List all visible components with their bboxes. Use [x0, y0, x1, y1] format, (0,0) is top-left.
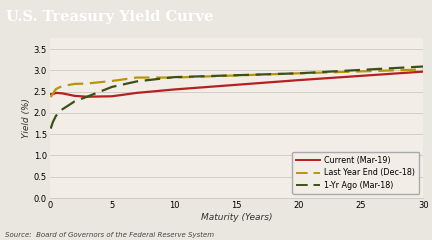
Text: U.S. Treasury Yield Curve: U.S. Treasury Yield Curve	[6, 10, 213, 24]
Y-axis label: Yield (%): Yield (%)	[22, 98, 31, 138]
Text: Source:  Board of Governors of the Federal Reserve System: Source: Board of Governors of the Federa…	[5, 232, 214, 238]
X-axis label: Maturity (Years): Maturity (Years)	[201, 213, 272, 222]
Legend: Current (Mar-19), Last Year End (Dec-18), 1-Yr Ago (Mar-18): Current (Mar-19), Last Year End (Dec-18)…	[292, 152, 419, 194]
